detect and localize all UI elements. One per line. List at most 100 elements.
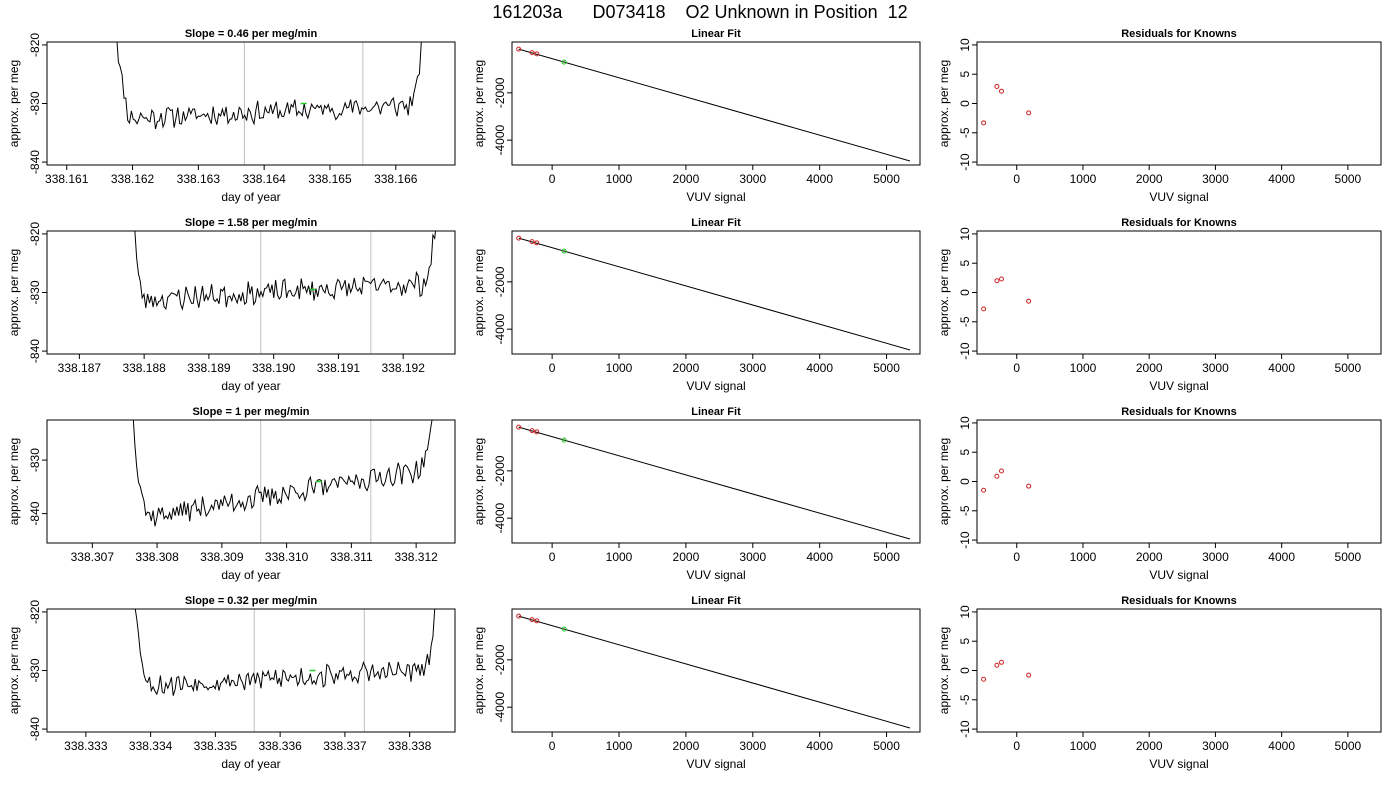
y-tick-label: -2000 (493, 644, 507, 675)
x-tick-label: 338.309 (200, 550, 244, 564)
known-point-3 (999, 276, 1005, 282)
y-tick-label: 5 (958, 449, 972, 456)
x-tick-label: 338.161 (45, 172, 89, 186)
panel-4: Slope = 1.58 per meg/min 338.187 338.188 33… (7, 217, 456, 393)
x-tick-label: 338.311 (330, 550, 373, 564)
y-axis-label: approx. per meg (7, 249, 21, 336)
x-axis-label: VUV signal (686, 190, 745, 204)
y-axis-label: approx. per meg (937, 249, 951, 336)
y-tick-label: -2000 (493, 266, 507, 297)
known-point-1 (516, 613, 522, 619)
x-tick-label: 4000 (1268, 361, 1295, 375)
x-tick-label: 338.190 (252, 361, 296, 375)
fit-line (518, 426, 911, 540)
x-tick-label: 338.165 (308, 172, 352, 186)
y-tick-label: 0 (958, 289, 972, 296)
fit-line (518, 48, 911, 162)
plot-area (981, 468, 1032, 493)
y-tick-label: -10 (958, 153, 972, 171)
x-tick-label: 0 (1013, 550, 1020, 564)
y-tick-label: 10 (958, 227, 972, 241)
x-tick-label: 4000 (1268, 739, 1295, 753)
y-tick-label: -820 (28, 600, 42, 624)
known-point-1 (981, 306, 987, 312)
known-point-1 (981, 487, 987, 493)
known-point-3 (999, 88, 1005, 94)
known-point-2 (529, 239, 535, 245)
y-tick-label: -5 (958, 694, 972, 705)
y-tick-label: -2000 (493, 77, 507, 108)
x-tick-label: 338.163 (177, 172, 221, 186)
x-tick-label: 338.310 (265, 550, 309, 564)
plot-area (116, 42, 422, 165)
x-tick-label: 5000 (1335, 739, 1362, 753)
y-tick-label: -4000 (493, 691, 507, 722)
x-axis-label: day of year (221, 757, 280, 771)
y-axis-label: approx. per meg (937, 627, 951, 714)
x-tick-label: 3000 (739, 550, 766, 564)
known-point-3 (534, 51, 540, 57)
y-tick-label: 5 (958, 638, 972, 645)
x-tick-label: 3000 (739, 361, 766, 375)
known-point-2 (994, 473, 1000, 479)
y-tick-label: -5 (958, 316, 972, 327)
panel-6: Residuals for Knowns 0 1000 2000 3000 4000 500… (937, 217, 1382, 393)
plot-area (516, 235, 911, 351)
panel-title: Slope = 1.58 per meg/min (185, 217, 318, 229)
signal-trace (134, 609, 436, 696)
y-tick-label: -4000 (493, 502, 507, 533)
y-axis-label: approx. per meg (472, 60, 486, 147)
x-tick-label: 338.187 (58, 361, 102, 375)
x-tick-label: 1000 (606, 550, 633, 564)
x-axis-label: VUV signal (686, 568, 745, 582)
x-tick-label: 0 (549, 172, 556, 186)
known-point-4 (1026, 483, 1032, 489)
x-tick-label: 4000 (806, 361, 833, 375)
x-axis-label: VUV signal (686, 757, 745, 771)
plot-area (134, 609, 436, 732)
known-point-4 (1026, 298, 1032, 304)
plot-frame (511, 230, 921, 355)
signal-trace (116, 42, 422, 130)
x-axis-label: VUV signal (1149, 757, 1208, 771)
x-tick-label: 338.308 (135, 550, 179, 564)
y-tick-label: -4000 (493, 313, 507, 344)
y-tick-label: -830 (28, 91, 42, 115)
x-tick-label: 3000 (1202, 172, 1229, 186)
y-tick-label: -840 (28, 501, 42, 525)
y-tick-label: -830 (28, 448, 42, 472)
y-tick-label: -2000 (493, 455, 507, 486)
x-tick-label: 338.307 (71, 550, 115, 564)
unknown-point (561, 437, 567, 443)
panel-7: Slope = 1 per meg/min 338.307 338.308 338.3… (7, 406, 456, 582)
y-tick-label: 0 (958, 478, 972, 485)
plot-area (981, 276, 1032, 312)
known-point-1 (516, 424, 522, 430)
known-point-3 (534, 618, 540, 624)
x-tick-label: 1000 (606, 172, 633, 186)
x-tick-label: 338.338 (388, 739, 432, 753)
x-tick-label: 5000 (873, 172, 900, 186)
plot-frame (46, 419, 456, 544)
x-tick-label: 3000 (1202, 739, 1229, 753)
x-tick-label: 3000 (1202, 550, 1229, 564)
plot-frame (976, 230, 1382, 355)
x-tick-label: 4000 (806, 739, 833, 753)
y-tick-label: -5 (958, 505, 972, 516)
x-tick-label: 338.336 (258, 739, 302, 753)
panel-10: Slope = 0.32 per meg/min 338.333 338.334 33… (7, 595, 456, 771)
x-tick-label: 5000 (873, 739, 900, 753)
panel-3: Residuals for Knowns 0 1000 2000 3000 4000 500… (937, 28, 1382, 204)
panel-title: Linear Fit (691, 28, 741, 40)
y-axis-label: approx. per meg (7, 438, 21, 525)
known-point-4 (1026, 110, 1032, 116)
x-axis-label: VUV signal (1149, 379, 1208, 393)
y-tick-label: -4000 (493, 124, 507, 155)
known-point-2 (994, 84, 1000, 90)
fit-line (518, 615, 911, 729)
y-tick-label: -830 (28, 280, 42, 304)
x-tick-label: 0 (549, 361, 556, 375)
x-tick-label: 2000 (673, 550, 700, 564)
x-tick-label: 1000 (1070, 172, 1097, 186)
